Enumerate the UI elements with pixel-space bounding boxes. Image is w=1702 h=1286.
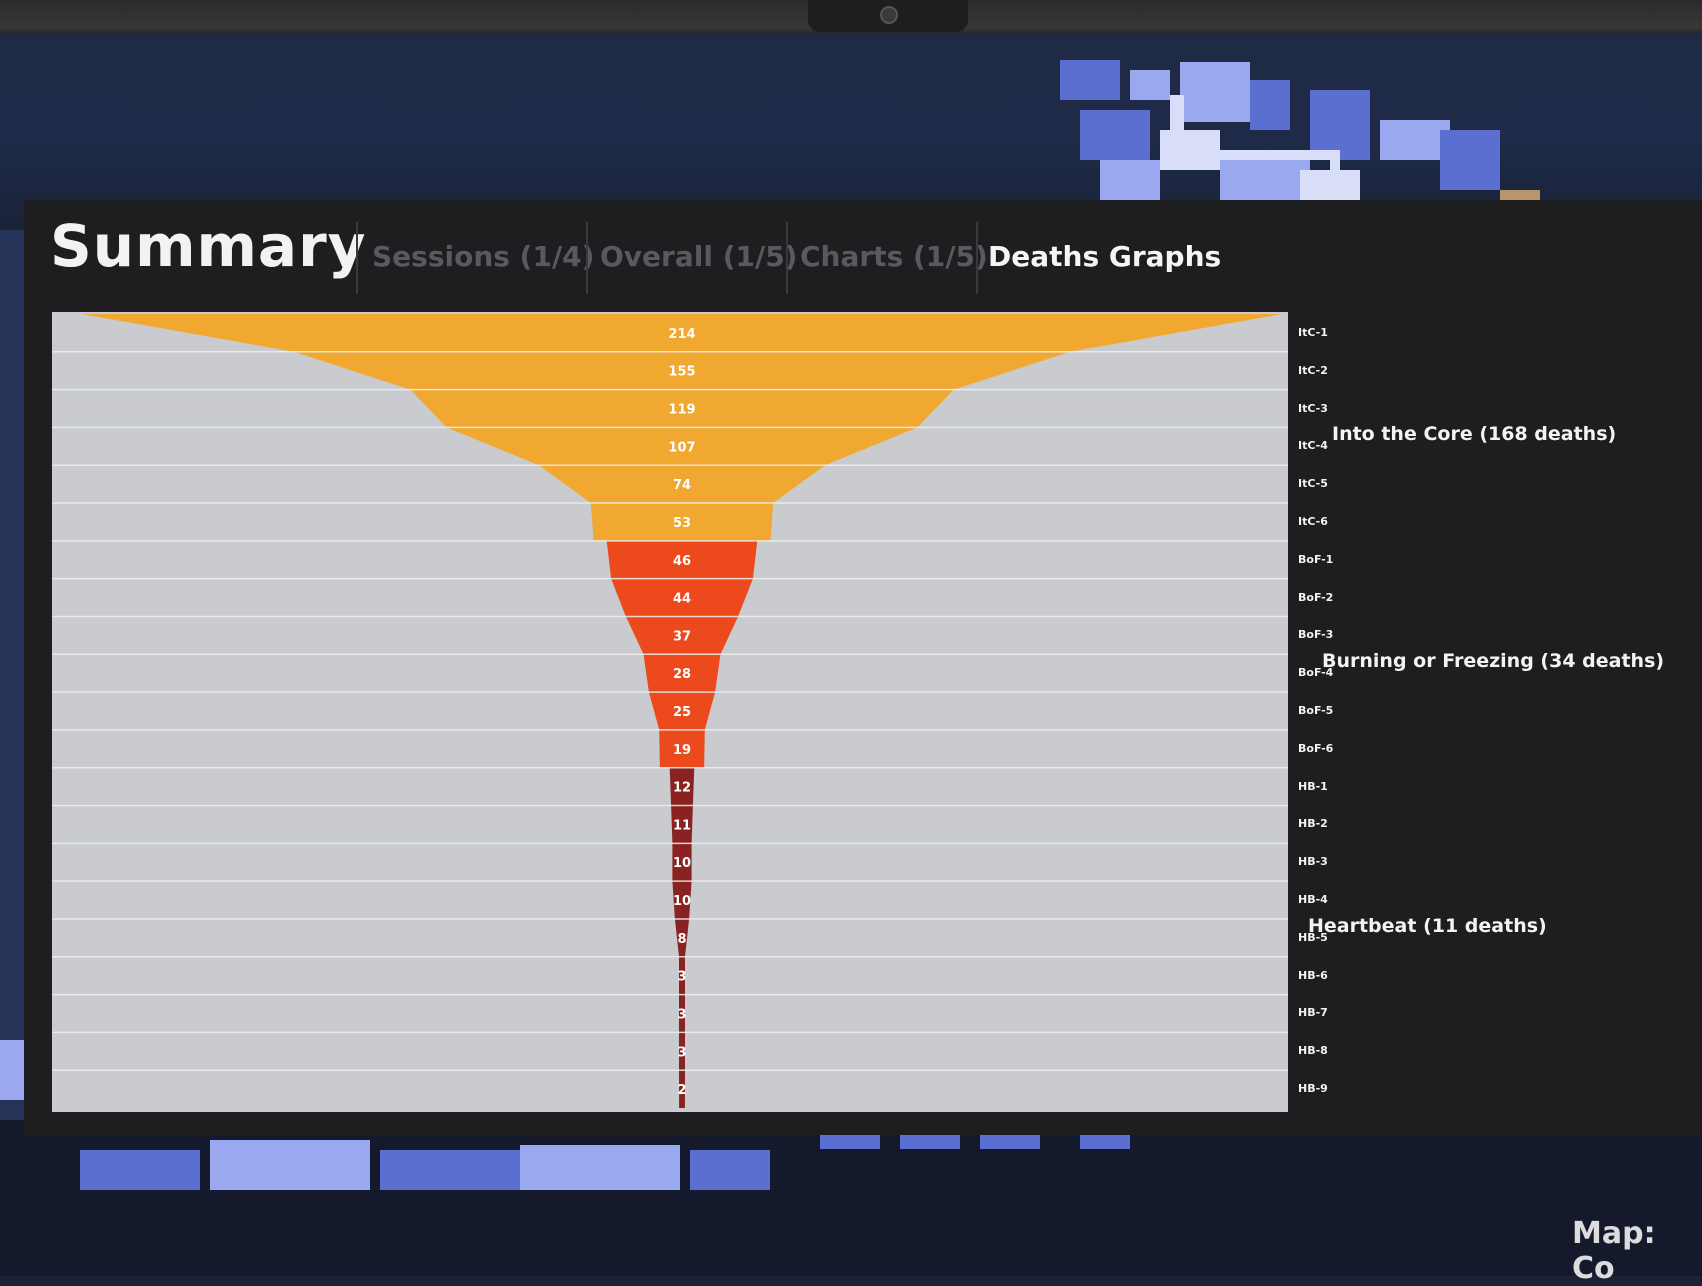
background-pixel [980, 1135, 1040, 1149]
data-label: 214 [668, 327, 695, 342]
data-label: 25 [673, 705, 691, 720]
data-label: 2 [677, 1083, 686, 1098]
data-label: 155 [668, 365, 695, 380]
category-label: BoF-3 [1298, 628, 1334, 642]
category-label: BoF-2 [1298, 590, 1334, 604]
webcam-icon [880, 6, 898, 24]
category-label: ItC-6 [1298, 514, 1328, 528]
data-label: 37 [673, 629, 691, 644]
background-pixel [1180, 62, 1250, 122]
tab-separator [976, 222, 978, 294]
data-label: 12 [673, 781, 691, 796]
background-pixel [210, 1140, 370, 1190]
category-label: HB-1 [1298, 779, 1328, 793]
background-pixel [1330, 160, 1340, 210]
background-pixel [1440, 130, 1500, 190]
group-label-into-the-core: Into the Core (168 deaths) [1332, 423, 1617, 446]
data-label: 53 [673, 516, 691, 531]
category-label: ItC-4 [1298, 439, 1328, 453]
data-label: 44 [673, 592, 691, 607]
data-label: 46 [673, 554, 691, 569]
deaths-funnel-svg: 214 155 119 107 74 53 46 44 37 28 25 19 12 11 10 10 8 3 3 3… [52, 312, 1288, 1112]
category-label: BoF-6 [1298, 741, 1334, 755]
data-label: 107 [668, 440, 695, 455]
category-label: ItC-3 [1298, 401, 1328, 415]
funnel-area-heartbeat [669, 767, 695, 1108]
map-label: Map: Co [1572, 1216, 1656, 1286]
category-label: HB-9 [1298, 1082, 1328, 1096]
tab-separator [786, 222, 788, 294]
category-label: BoF-4 [1298, 666, 1334, 680]
background-pixel [820, 1135, 880, 1149]
background-pixel [1100, 160, 1160, 200]
background-pixel [1130, 70, 1170, 100]
category-label: ItC-1 [1298, 325, 1328, 339]
data-label: 11 [673, 818, 691, 833]
category-label: ItC-5 [1298, 477, 1328, 491]
background-pixel [900, 1135, 960, 1149]
category-label: HB-5 [1298, 930, 1328, 944]
data-label: 3 [677, 1045, 686, 1060]
tab-separator [586, 222, 588, 294]
data-label: 8 [677, 932, 686, 947]
background-pixel [1080, 1135, 1130, 1149]
category-label: BoF-1 [1298, 552, 1334, 566]
data-label: 10 [673, 894, 691, 909]
data-label: 3 [677, 1007, 686, 1022]
group-label-heartbeat: Heartbeat (11 deaths) [1308, 914, 1547, 937]
category-label: HB-3 [1298, 855, 1328, 869]
background-pixel [1380, 120, 1450, 160]
data-label: 19 [673, 743, 691, 758]
deaths-funnel-chart: 214 155 119 107 74 53 46 44 37 28 25 19 12 11 10 10 8 3 3 3… [52, 312, 1288, 1112]
category-label: ItC-2 [1298, 363, 1328, 377]
background-pixel [1060, 60, 1120, 100]
tab-deaths-graphs[interactable]: Deaths Graphs [988, 240, 1222, 273]
page-title: Summary [50, 212, 367, 280]
category-label: HB-4 [1298, 893, 1328, 907]
tab-charts[interactable]: Charts (1/5) [800, 240, 988, 273]
data-label: 28 [673, 667, 691, 682]
category-label: HB-6 [1298, 968, 1328, 982]
background-pixel [1250, 80, 1290, 130]
category-label: HB-2 [1298, 817, 1328, 831]
category-label: BoF-5 [1298, 704, 1334, 717]
background-pixel [1190, 150, 1340, 160]
background-pixel [520, 1145, 680, 1190]
background-pixel [690, 1150, 770, 1190]
background-pixel [1080, 110, 1150, 160]
category-label: HB-7 [1298, 1006, 1328, 1020]
background-pixel [80, 1150, 200, 1190]
background-pixel [1310, 90, 1370, 160]
data-label: 74 [673, 478, 691, 493]
background-sky [0, 0, 1702, 230]
tab-overall[interactable]: Overall (1/5) [600, 240, 798, 273]
group-label-burning-or-freezing: Burning or Freezing (34 deaths) [1322, 650, 1665, 673]
data-label: 3 [677, 970, 686, 985]
background-pixel [380, 1150, 520, 1190]
data-label: 119 [668, 403, 695, 418]
data-label: 10 [673, 856, 691, 871]
tab-sessions[interactable]: Sessions (1/4) [372, 240, 595, 273]
category-label: HB-8 [1298, 1044, 1328, 1058]
tab-separator [356, 222, 358, 294]
background-pixel [1170, 95, 1184, 155]
